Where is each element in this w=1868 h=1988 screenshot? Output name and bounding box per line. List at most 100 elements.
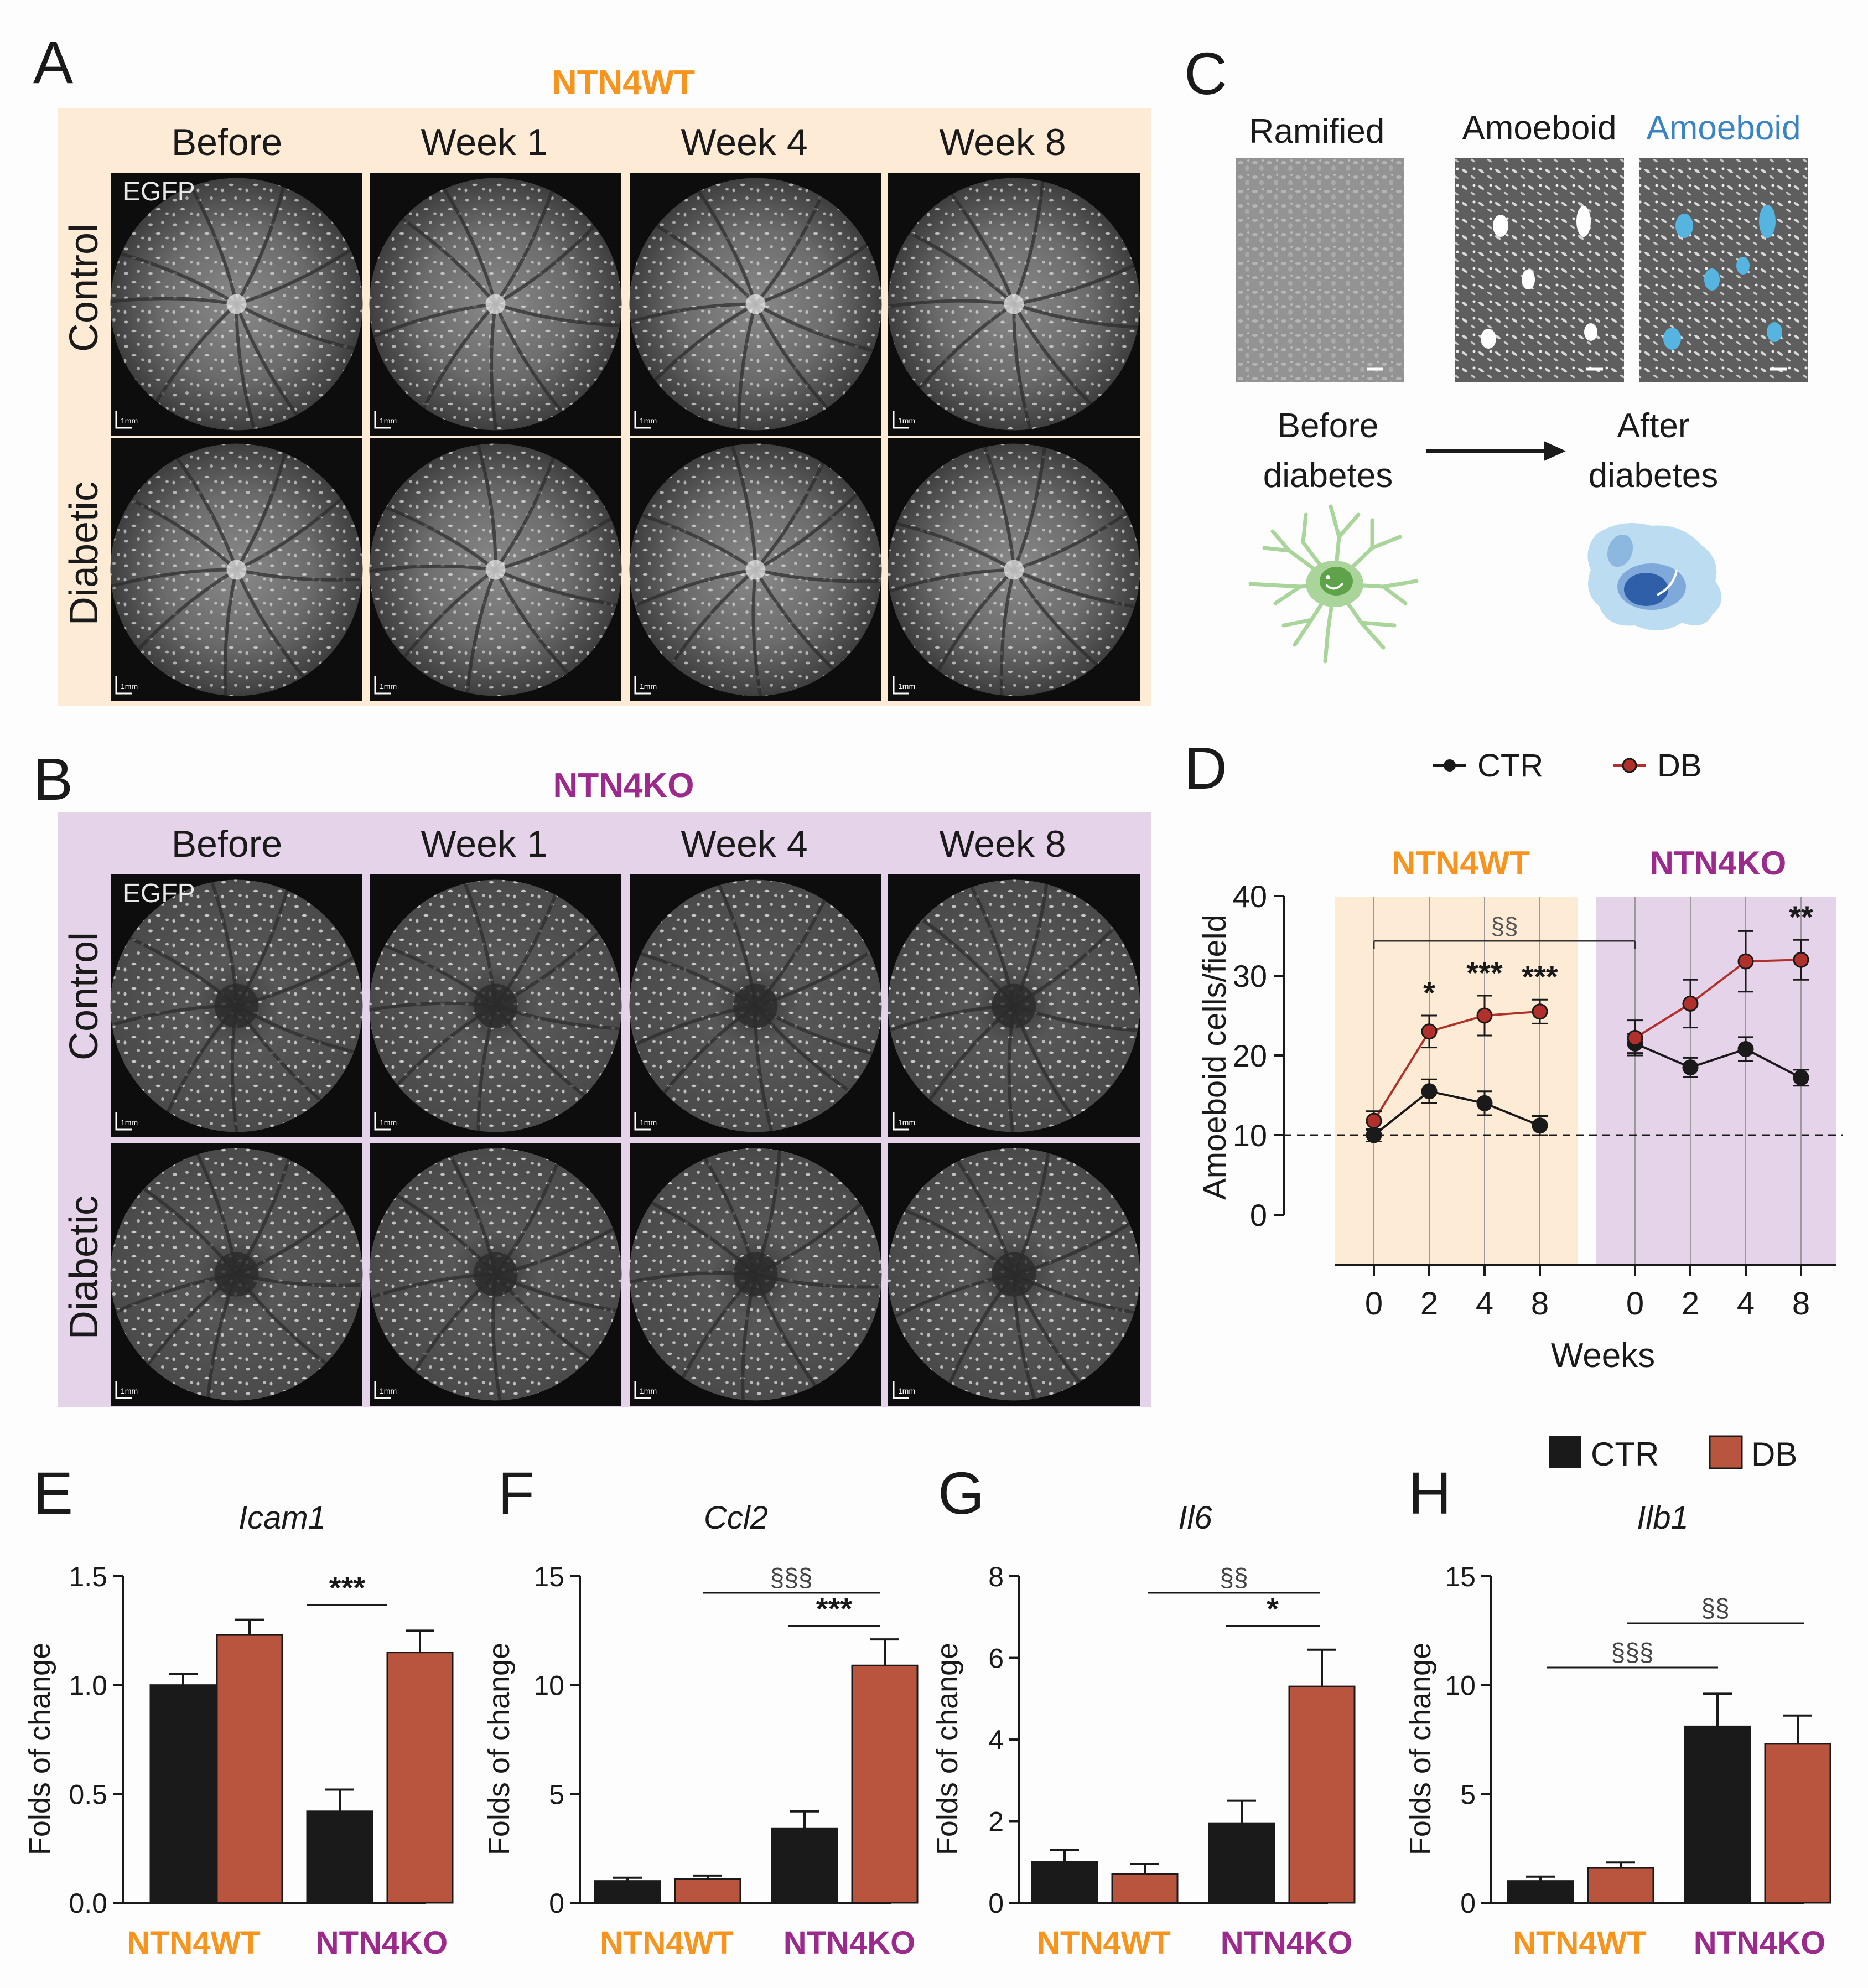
retina-vessel: [635, 511, 757, 571]
bar-db: [1764, 1743, 1831, 1904]
retina-vessel: [693, 185, 757, 305]
data-point-ctr: [1532, 1117, 1548, 1134]
y-tick-label: 1.5: [69, 1561, 107, 1592]
legend-ctr-marker: [1444, 759, 1456, 772]
retina-vessel: [236, 302, 361, 352]
panel-b-col-before: Before: [172, 823, 282, 865]
bracket-label: §§: [1491, 913, 1518, 940]
y-tick-label: 2: [988, 1806, 1004, 1837]
retina-vessel: [649, 302, 756, 386]
scale-bar: [374, 676, 391, 695]
retina-vessel: [933, 568, 1015, 677]
scale-bar-label: 1mm: [380, 682, 397, 691]
retina-vessel: [754, 190, 826, 306]
optic-disc: [485, 294, 506, 314]
panel-a-retina-image: 1mm: [369, 438, 622, 701]
panel-a-retina-image: 1mm: [110, 173, 363, 436]
scale-bar-label: 1mm: [380, 1386, 397, 1395]
panel-a-row-diabetic: Diabetic: [62, 482, 106, 625]
data-point-db: [1627, 1029, 1643, 1046]
data-point-db: [1476, 1007, 1493, 1024]
gene-title: Icam1: [238, 1500, 326, 1536]
retina-vessel: [1012, 443, 1047, 571]
retina-vessel: [235, 569, 309, 683]
bar-ctr: [1031, 1861, 1098, 1904]
category-label-ntn4ko: NTN4KO: [1221, 1925, 1352, 1961]
retina-vessel: [235, 303, 302, 421]
bar-db: [1587, 1867, 1654, 1904]
scale-bar: [115, 1112, 132, 1131]
scale-bar-label: 1mm: [898, 1386, 915, 1395]
retina-vessel: [152, 303, 238, 408]
label-after-2: diabetes: [1589, 457, 1718, 495]
y-axis-label: Amoeboid cells/field: [1197, 914, 1233, 1200]
legend-db-text: DB: [1751, 1436, 1797, 1473]
data-point-db: [1737, 953, 1754, 970]
retina-vessel: [110, 568, 237, 590]
category-label-ntn4wt: NTN4WT: [127, 1925, 261, 1961]
y-tick-label: 5: [549, 1779, 564, 1810]
panel-letter-d: D: [1184, 734, 1227, 801]
series-line-db: [1634, 959, 1802, 1039]
panel-b-title: NTN4KO: [553, 767, 694, 805]
retina-content: [629, 178, 882, 431]
scale-bar: [893, 1112, 909, 1131]
y-tick-label: 4: [988, 1725, 1004, 1756]
retina-vessel: [1013, 261, 1140, 306]
scale-bar-label: 1mm: [898, 682, 915, 691]
data-point-db: [1793, 951, 1809, 968]
legend-db-marker: [1622, 758, 1637, 773]
label-after-1: After: [1617, 407, 1690, 445]
retina-content: [110, 879, 363, 1132]
panel-b-retina-image: 1mm: [888, 1143, 1140, 1406]
bar-ctr: [1684, 1725, 1751, 1904]
optic-disc: [485, 560, 506, 580]
retina-vessel: [754, 569, 839, 675]
bar-ctr: [771, 1827, 838, 1904]
retina-vessel: [980, 443, 1016, 570]
x-tick-label: 2: [1682, 1286, 1699, 1322]
bar-ctr: [1208, 1822, 1275, 1904]
optic-disc: [733, 983, 778, 1028]
scale-bar: [115, 676, 132, 695]
bar-ctr: [306, 1810, 373, 1904]
bar-ctr: [1507, 1880, 1574, 1904]
panel-a-retina-image: 1mm: [629, 438, 882, 701]
retina-vessel: [903, 229, 1015, 306]
optic-disc: [992, 1252, 1036, 1297]
label-before-1: Before: [1278, 407, 1379, 445]
bar-db: [216, 1634, 283, 1904]
panel-b: NTN4KO Before Week 1 Week 4 Week 8 Contr…: [58, 767, 1151, 1407]
group-label-ntn4ko: NTN4KO: [1650, 845, 1787, 882]
y-tick-label: 15: [1445, 1561, 1476, 1592]
label-amoeboid-blue: Amoeboid: [1646, 109, 1800, 147]
amoeboid-microglia-illustration: [1587, 523, 1722, 630]
significance-label: ***: [816, 1591, 853, 1626]
retina-content: [888, 879, 1140, 1132]
y-tick-label: 0: [549, 1888, 564, 1919]
panel-a-col-week8: Week 8: [939, 121, 1066, 163]
retina-vessel: [914, 302, 1015, 394]
y-tick-label: 10: [1233, 1118, 1267, 1153]
retina-vessel: [495, 302, 622, 328]
significance-label: ***: [329, 1570, 366, 1605]
gene-title: Il6: [1178, 1500, 1212, 1536]
retina-vessel: [1012, 303, 1097, 410]
panel-b-retina-image: 1mm: [110, 1143, 363, 1406]
optic-disc: [733, 1252, 778, 1297]
retina-vessel: [755, 489, 863, 572]
scale-bar-label: 1mm: [640, 1386, 657, 1395]
legend-db-swatch: [1709, 1435, 1743, 1469]
optic-disc: [745, 560, 766, 580]
panel-a-retina-image: 1mm: [888, 173, 1140, 436]
retina-vessel: [133, 568, 238, 655]
data-point-ctr: [1476, 1095, 1493, 1111]
group-label-ntn4wt: NTN4WT: [1392, 845, 1530, 882]
retina-vessel: [888, 299, 1014, 309]
panel-letter-a: A: [33, 29, 73, 96]
optic-disc: [473, 983, 518, 1028]
scale-bar-label: 1mm: [898, 416, 915, 425]
